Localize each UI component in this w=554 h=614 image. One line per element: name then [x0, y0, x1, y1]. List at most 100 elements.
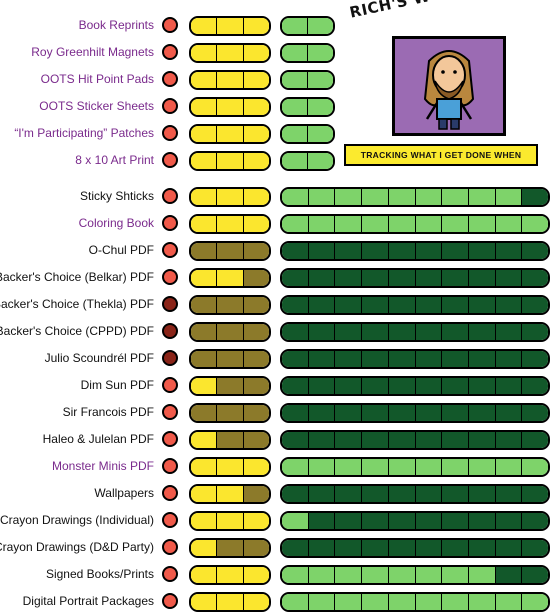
progress-segment [282, 270, 309, 286]
progress-segment [217, 189, 244, 205]
progress-segment [522, 486, 548, 502]
progress-segment [388, 351, 416, 367]
progress-segment [522, 189, 548, 205]
green-progress-bar [280, 430, 550, 450]
progress-segment [468, 243, 496, 259]
product-link[interactable]: OOTS Sticker Sheets [39, 99, 154, 113]
progress-segment [362, 540, 389, 556]
tracker-row: Digital Portrait Packages [0, 592, 554, 612]
green-progress-bar [280, 403, 550, 423]
tracker-row: Dim Sun PDF [0, 376, 554, 396]
progress-segment [415, 567, 443, 583]
product-link[interactable]: Roy Greenhilt Magnets [31, 45, 154, 59]
progress-segment [282, 486, 309, 502]
product-label: O-Chul PDF [88, 243, 154, 257]
progress-segment [495, 405, 523, 421]
progress-segment [191, 216, 218, 232]
status-dot [162, 512, 178, 528]
progress-segment [495, 513, 523, 529]
progress-segment [442, 567, 469, 583]
progress-segment [388, 216, 416, 232]
product-link[interactable]: Book Reprints [78, 18, 154, 32]
product-link[interactable]: 8 x 10 Art Print [75, 153, 154, 167]
progress-segment [308, 45, 333, 61]
progress-segment [415, 351, 443, 367]
progress-segment [191, 243, 218, 259]
progress-segment [243, 513, 269, 529]
status-dot [162, 377, 178, 393]
progress-segment [388, 405, 416, 421]
tracker-row: Signed Books/Prints [0, 565, 554, 585]
progress-segment [495, 297, 523, 313]
progress-segment [191, 153, 218, 169]
progress-segment [362, 189, 389, 205]
status-dot [162, 593, 178, 609]
status-dot [162, 125, 178, 141]
product-label: Crayon Drawings (Individual) [0, 513, 154, 527]
progress-segment [495, 270, 523, 286]
product-label: Haleo & Julelan PDF [42, 432, 154, 446]
progress-segment [335, 486, 363, 502]
status-dot [162, 188, 178, 204]
progress-segment [308, 405, 336, 421]
progress-segment [243, 216, 269, 232]
progress-segment [282, 405, 309, 421]
progress-segment [243, 45, 269, 61]
progress-segment [415, 297, 443, 313]
progress-segment [388, 297, 416, 313]
tracker-row: Roy Greenhilt Magnets [0, 43, 554, 63]
progress-segment [388, 432, 416, 448]
progress-segment [217, 126, 244, 142]
progress-segment [362, 270, 389, 286]
progress-segment [335, 513, 363, 529]
progress-segment [191, 459, 218, 475]
progress-segment [282, 513, 309, 529]
progress-segment [362, 324, 389, 340]
tracker-row: 8 x 10 Art Print [0, 151, 554, 171]
product-link[interactable]: OOTS Hit Point Pads [40, 72, 154, 86]
tracker-row: Coloring Book [0, 214, 554, 234]
progress-segment [362, 351, 389, 367]
progress-segment [388, 270, 416, 286]
progress-segment [362, 405, 389, 421]
product-label: Julio Scoundrél PDF [44, 351, 154, 365]
progress-segment [468, 432, 496, 448]
status-dot [162, 404, 178, 420]
progress-segment [415, 270, 443, 286]
progress-segment [522, 351, 548, 367]
progress-segment [243, 189, 269, 205]
progress-segment [217, 297, 244, 313]
progress-segment [495, 189, 523, 205]
progress-segment [308, 459, 336, 475]
yellow-progress-bar [189, 349, 271, 369]
progress-segment [522, 270, 548, 286]
green-progress-bar [280, 349, 550, 369]
tracker-row: Book Reprints [0, 16, 554, 36]
tracker-row: Wallpapers [0, 484, 554, 504]
yellow-progress-bar [189, 403, 271, 423]
progress-segment [243, 567, 269, 583]
progress-segment [243, 270, 269, 286]
progress-segment [243, 432, 269, 448]
progress-segment [191, 270, 218, 286]
yellow-progress-bar [189, 376, 271, 396]
progress-segment [217, 540, 244, 556]
progress-segment [217, 405, 244, 421]
progress-segment [522, 540, 548, 556]
yellow-progress-bar [189, 70, 271, 90]
green-progress-bar [280, 322, 550, 342]
status-dot [162, 485, 178, 501]
status-dot [162, 566, 178, 582]
progress-segment [442, 351, 469, 367]
workometer-logo-area: RICH'S WORKOMETER! TRACKING WHAT I GET D… [340, 0, 554, 175]
progress-segment [415, 594, 443, 610]
progress-segment [522, 324, 548, 340]
product-link[interactable]: Coloring Book [78, 216, 154, 230]
progress-segment [415, 432, 443, 448]
product-link[interactable]: “I'm Participating” Patches [14, 126, 154, 140]
product-link[interactable]: Monster Minis PDF [51, 459, 154, 473]
tracker-row: Backer's Choice (CPPD) PDF [0, 322, 554, 342]
progress-segment [442, 324, 469, 340]
green-progress-bar [280, 511, 550, 531]
progress-segment [522, 243, 548, 259]
